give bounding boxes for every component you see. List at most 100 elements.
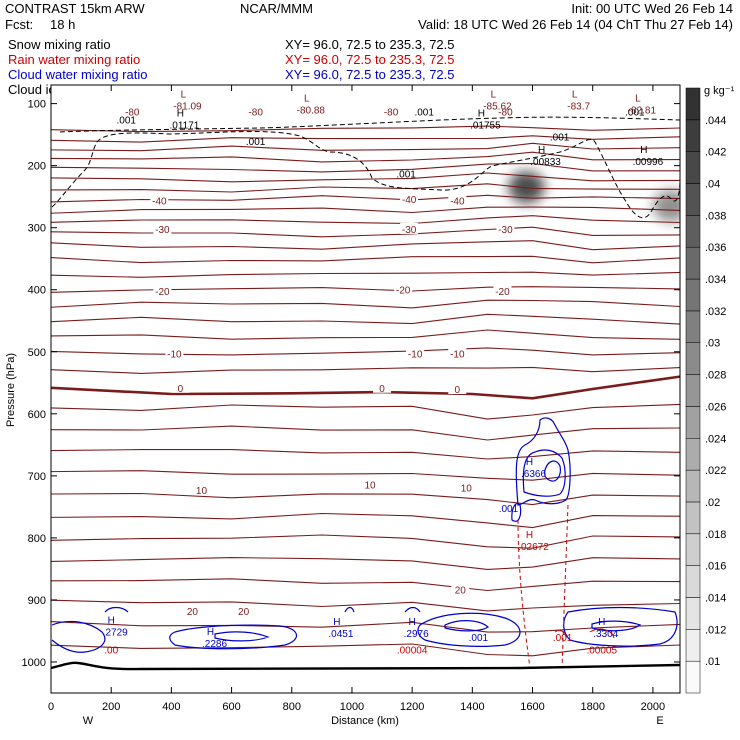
x-tick-label: 1600 bbox=[520, 701, 544, 713]
x-tick-label: 1000 bbox=[340, 701, 364, 713]
extremum-value: .02672 bbox=[518, 542, 549, 553]
isotherm bbox=[51, 599, 680, 612]
snow-patch bbox=[652, 189, 680, 222]
isotherm bbox=[51, 313, 680, 325]
label-backdrop bbox=[406, 347, 425, 359]
isotherm bbox=[51, 329, 680, 340]
y-tick-label: 200 bbox=[28, 161, 46, 173]
isotherm bbox=[51, 470, 680, 481]
isotherm-label: 10 bbox=[364, 481, 376, 492]
label-backdrop bbox=[234, 605, 253, 617]
isotherm-label: -20 bbox=[396, 286, 411, 297]
extremum-value: .00833 bbox=[530, 157, 561, 168]
y-tick-label: 600 bbox=[28, 409, 46, 421]
cloud-water-contour bbox=[522, 449, 566, 497]
axes: 0 200 400 600 800 1000 1200 1400 1600 1800 2000100… bbox=[22, 85, 680, 713]
colorbar-swatch bbox=[685, 629, 701, 662]
contour-label: .00 bbox=[104, 646, 118, 657]
x-tick-label: 0 bbox=[48, 701, 54, 713]
colorbar-tick: .032 bbox=[705, 306, 726, 318]
isotherm-label: -10 bbox=[167, 350, 182, 361]
contour-label: .001 bbox=[550, 132, 570, 143]
extremum-value: .01755 bbox=[470, 121, 501, 132]
isotherm bbox=[51, 449, 680, 460]
isotherm-label: -80 bbox=[125, 108, 140, 119]
plot-area: 0 200 400 600 800 1000 1200 1400 1600 1800 2000100… bbox=[5, 84, 681, 727]
y-axis-label: Pressure (hPa) bbox=[5, 353, 17, 427]
extremum-value: .2286 bbox=[202, 639, 227, 650]
isotherm bbox=[51, 125, 680, 133]
isotherm-label: -40 bbox=[152, 196, 167, 207]
field-xy: XY= 96.0, 72.5 to 235.3, 72.5 bbox=[285, 37, 455, 52]
isotherm-label: -20 bbox=[155, 287, 170, 298]
east-label: E bbox=[656, 715, 663, 727]
x-tick-label: 200 bbox=[102, 701, 120, 713]
colorbar-swatch bbox=[685, 501, 701, 535]
colorbar-swatch bbox=[685, 565, 701, 598]
isotherm bbox=[51, 172, 680, 183]
extremum-value: .01171 bbox=[169, 121, 199, 132]
extremum-symbol: H bbox=[177, 109, 184, 120]
field-name: Rain water mixing ratio bbox=[8, 52, 140, 67]
label-backdrop bbox=[394, 283, 413, 295]
colorbar-tick: .028 bbox=[705, 370, 726, 382]
x-tick-label: 1400 bbox=[460, 701, 484, 713]
colorbar-swatch bbox=[685, 183, 701, 216]
isotherm bbox=[51, 206, 680, 214]
isotherm-label: -80 bbox=[498, 108, 513, 119]
colorbar-tick: .014 bbox=[705, 592, 726, 604]
cloud-water-contour bbox=[417, 612, 521, 647]
cloud-ice-contour-upper bbox=[59, 116, 680, 133]
field-xy: XY= 96.0, 72.5 to 235.3, 72.5 bbox=[285, 67, 455, 82]
colorbar-swatch bbox=[685, 660, 701, 694]
cloud-water-contour bbox=[169, 624, 297, 650]
y-tick-label: 700 bbox=[28, 471, 46, 483]
colorbar-swatch bbox=[685, 151, 701, 184]
colorbar-swatch bbox=[685, 342, 701, 375]
colorbar-swatch bbox=[685, 310, 701, 343]
colorbar-swatch bbox=[685, 597, 701, 630]
zero-isotherm bbox=[51, 375, 680, 400]
extremum-symbol: L bbox=[491, 89, 497, 100]
contour-label: .001 bbox=[396, 170, 416, 181]
label-backdrop bbox=[400, 222, 419, 234]
extremum-symbol: H bbox=[526, 457, 533, 468]
y-tick-label: 100 bbox=[28, 99, 46, 111]
extremum-symbol: H bbox=[598, 617, 605, 628]
isotherm-label: -40 bbox=[402, 195, 417, 206]
isotherm-label: 10 bbox=[461, 484, 473, 495]
contour-label: .001 bbox=[469, 633, 489, 644]
extremum-value: .2976 bbox=[404, 629, 429, 640]
cloud-ice-contour bbox=[51, 131, 680, 219]
extremum-symbol: H bbox=[640, 145, 647, 156]
cloud-water-contour bbox=[544, 460, 561, 482]
extremum-symbol: L bbox=[304, 94, 310, 105]
colorbar-tick: .016 bbox=[705, 561, 726, 573]
rain-water-contour bbox=[554, 629, 567, 639]
forecast-label: Fcst: bbox=[5, 17, 33, 32]
plot-background bbox=[51, 85, 680, 693]
extremum-symbol: L bbox=[181, 89, 187, 100]
colorbar-tick: .01 bbox=[705, 656, 720, 668]
cloud-water-contour bbox=[344, 606, 355, 613]
label-backdrop bbox=[153, 284, 172, 296]
label-backdrop bbox=[448, 194, 467, 206]
colorbar-tick: .04 bbox=[705, 179, 720, 191]
cloud-water-contour bbox=[591, 620, 642, 632]
field-name: Cloud water mixing ratio bbox=[8, 67, 147, 82]
extremum-value: -83.7 bbox=[567, 101, 590, 112]
colorbar-swatch bbox=[685, 374, 701, 407]
label-backdrop bbox=[192, 484, 211, 496]
contour-label: .001 bbox=[553, 633, 573, 644]
isotherm bbox=[51, 151, 680, 163]
cloud-water-contour bbox=[563, 606, 678, 647]
isotherm bbox=[51, 299, 680, 309]
cloud-water-contour bbox=[214, 631, 270, 642]
isotherm-label: 20 bbox=[455, 585, 467, 596]
isotherm-label: 10 bbox=[196, 486, 208, 497]
colorbar-swatch bbox=[685, 246, 701, 280]
isotherm bbox=[51, 366, 680, 374]
isotherm bbox=[51, 557, 680, 570]
cloud-water-contour bbox=[51, 620, 106, 653]
